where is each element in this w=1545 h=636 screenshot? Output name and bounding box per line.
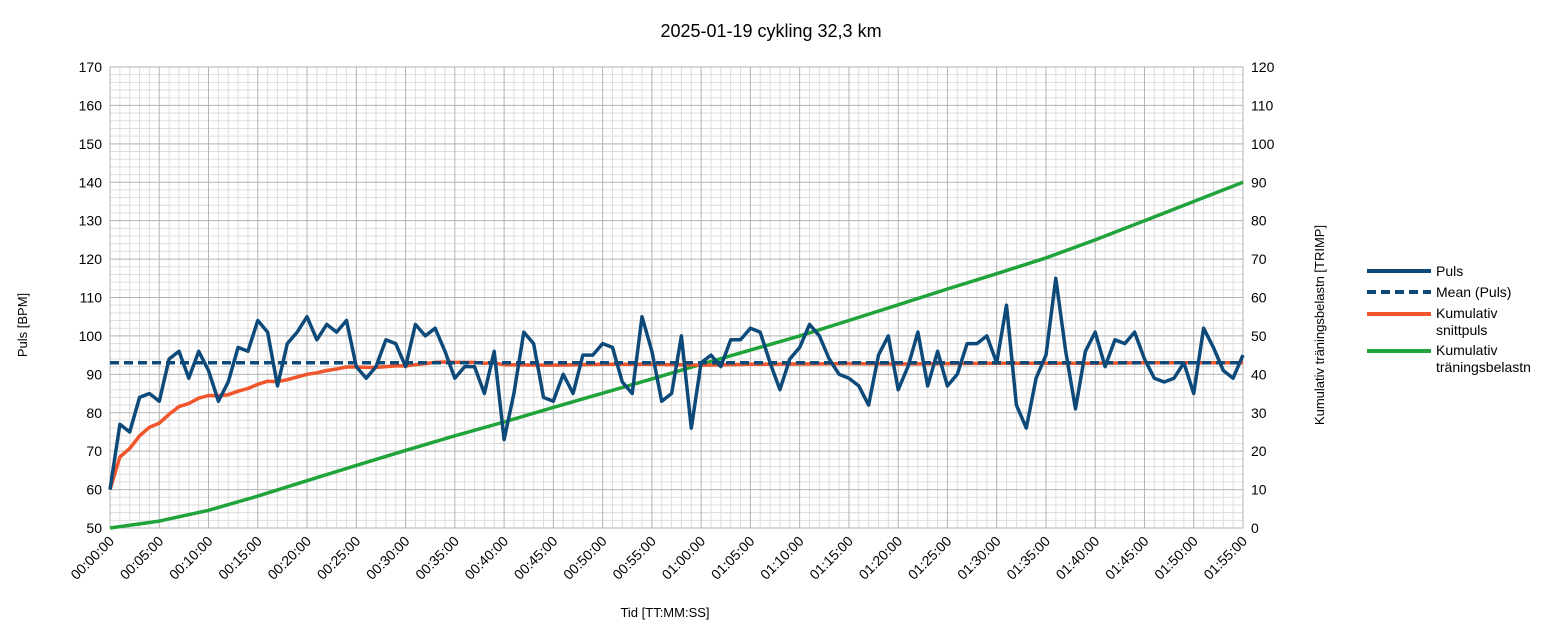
x-tick-label: 00:25:00 [314,533,364,583]
y-tick-label: 100 [79,328,103,344]
x-tick-label: 01:10:00 [757,533,807,583]
x-tick-label: 01:05:00 [708,533,758,583]
legend-label-kumulativ-traningsbelastn: Kumulativ träningsbelastn [1436,342,1531,375]
y2-tick-label: 120 [1251,59,1275,75]
y2-tick-label: 100 [1251,136,1275,152]
x-tick-label: 01:45:00 [1102,533,1152,583]
y-tick-label: 70 [86,443,102,459]
y-axis-title: Puls [BPM] [15,293,30,357]
y-tick-label: 150 [79,136,103,152]
y-tick-label: 130 [79,213,103,229]
x-axis-ticks: 00:00:00 00:05:00 00:10:00 00:15:00 00:20:00… [67,533,1250,583]
y2-tick-label: 50 [1251,328,1267,344]
y-tick-label: 90 [86,366,102,382]
x-tick-label: 01:25:00 [905,533,955,583]
x-tick-label: 00:20:00 [264,533,314,583]
x-tick-label: 00:35:00 [412,533,462,583]
plot-area-border [109,66,1244,529]
x-tick-label: 00:50:00 [560,533,610,583]
y2-tick-label: 10 [1251,482,1267,498]
y2-tick-label: 60 [1251,290,1267,306]
series-line-puls [108,276,1245,490]
y-tick-label: 110 [80,290,103,306]
y2-tick-label: 20 [1251,443,1267,459]
y2-axis-ticks: 0 10 20 30 40 50 60 70 80 90 100 110 120 [1251,59,1275,536]
series-layer [108,180,1245,530]
y-tick-label: 80 [86,405,102,421]
y-tick-label: 140 [79,174,103,190]
x-tick-label: 01:15:00 [806,533,856,583]
y2-tick-label: 90 [1251,174,1267,190]
x-tick-label: 01:40:00 [1052,533,1102,583]
y2-tick-label: 80 [1251,213,1267,229]
y-tick-label: 160 [79,97,103,113]
y2-tick-label: 40 [1251,366,1267,382]
x-tick-label: 00:30:00 [363,533,413,583]
x-tick-label: 01:55:00 [1200,533,1250,583]
x-tick-label: 01:20:00 [855,533,905,583]
legend: Puls Mean (Puls) Kumulativ snittpuls Kumu… [1367,263,1531,375]
x-tick-label: 01:35:00 [1003,533,1053,583]
y-tick-label: 60 [86,482,102,498]
y2-tick-label: 0 [1251,520,1259,536]
y-tick-label: 170 [79,59,103,75]
legend-label-kumulativ-snittpuls: Kumulativ snittpuls [1436,305,1497,338]
chart-title: 2025-01-19 cykling 32,3 km [660,21,881,41]
x-tick-label: 00:55:00 [609,533,659,583]
x-tick-label: 00:10:00 [166,533,216,583]
y-tick-label: 120 [79,251,103,267]
x-tick-label: 01:30:00 [954,533,1004,583]
x-axis-title: Tid [TT:MM:SS] [620,605,709,620]
x-tick-label: 00:15:00 [215,533,265,583]
x-tick-label: 00:05:00 [117,533,167,583]
x-tick-label: 01:50:00 [1151,533,1201,583]
series-line-kumulativ-snittpuls [108,360,1243,491]
legend-label-mean: Mean (Puls) [1436,284,1511,300]
y2-tick-label: 70 [1251,251,1267,267]
y2-tick-label: 30 [1251,405,1267,421]
x-tick-label: 01:00:00 [658,533,708,583]
x-tick-label: 00:40:00 [461,533,511,583]
legend-label-puls: Puls [1436,263,1463,279]
x-tick-label: 00:45:00 [511,533,561,583]
y-axis-ticks: 50 60 70 80 90 100 110 120 130 140 150 160 170 [79,59,103,536]
x-tick-label: 00:00:00 [67,533,117,583]
y2-tick-label: 110 [1251,97,1274,113]
y2-axis-title: Kumulativ träningsbelastn [TRIMP] [1312,225,1327,425]
y-tick-label: 50 [86,520,102,536]
